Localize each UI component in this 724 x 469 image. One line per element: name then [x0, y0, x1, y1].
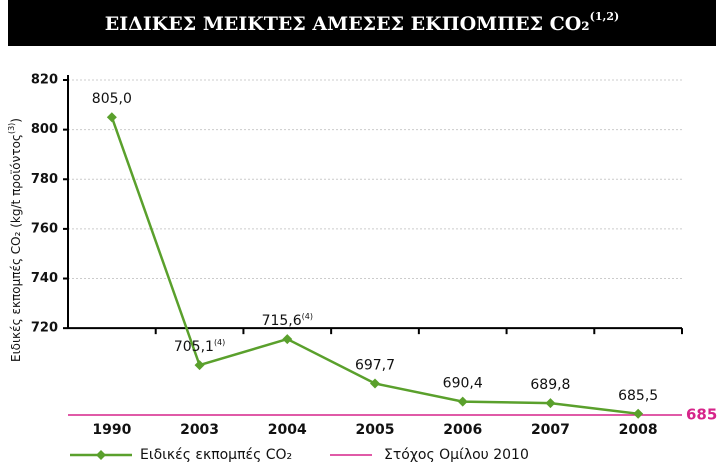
y-tick-label: 820 [31, 73, 58, 88]
y-tick-label: 760 [31, 221, 58, 236]
title-text: ΕΙΔΙΚΕΣ ΜΕΙΚΤΕΣ ΑΜΕΣΕΣ ΕΚΠΟΜΠΕΣ CO₂ [105, 13, 590, 35]
data-label-value: 689,8 [530, 377, 570, 393]
data-label-value: 697,7 [355, 357, 395, 373]
x-tick-label: 2005 [356, 422, 395, 438]
legend-marker [96, 450, 106, 460]
data-label-value: 715,6 [262, 313, 302, 329]
data-label-note: (4) [214, 338, 225, 347]
title-banner [8, 0, 716, 46]
data-label-value: 690,4 [443, 376, 483, 392]
marker [106, 112, 117, 123]
data-label: 705,1(4) [174, 338, 225, 356]
legend-label: Στόχος Ομίλου 2010 [384, 447, 529, 463]
data-label: 690,4 [443, 376, 483, 392]
title-note: (1,2) [590, 10, 620, 23]
x-tick-label: 2008 [619, 422, 658, 438]
y-tick-label: 800 [31, 122, 58, 137]
target-label: 685 [686, 406, 717, 424]
marker [194, 360, 205, 371]
marker [457, 396, 468, 407]
marker [545, 398, 556, 409]
legend-label: Ειδικές εκπομπές CO₂ [140, 447, 292, 463]
y-axis-label: Ειδικές εκπομπές CO₂ (kg/t προϊόντος(3)) [7, 118, 23, 362]
ylabel-end: ) [9, 118, 23, 123]
y-tick-label: 740 [31, 271, 58, 286]
y-tick-label: 720 [31, 321, 58, 336]
data-label-value: 685,5 [618, 388, 658, 404]
data-label-value: 705,1 [174, 339, 214, 355]
marker [282, 334, 293, 345]
x-tick-label: 2003 [180, 422, 219, 438]
marker [370, 378, 380, 389]
data-label: 715,6(4) [262, 312, 313, 330]
chart-title: ΕΙΔΙΚΕΣ ΜΕΙΚΤΕΣ ΑΜΕΣΕΣ ΕΚΠΟΜΠΕΣ CO₂(1,2) [105, 10, 619, 35]
y-tick-label: 780 [31, 172, 58, 187]
data-label: 689,8 [530, 377, 570, 393]
ylabel-note: (3) [7, 123, 16, 134]
data-label-value: 805,0 [92, 91, 132, 107]
data-label-note: (4) [302, 312, 313, 321]
x-tick-label: 2004 [268, 422, 307, 438]
x-tick-label: 2007 [531, 422, 570, 438]
data-label: 805,0 [92, 91, 132, 107]
data-label: 697,7 [355, 357, 395, 373]
ylabel-text: Ειδικές εκπομπές CO₂ (kg/t προϊόντος [9, 134, 23, 362]
marker [633, 408, 644, 419]
data-label: 685,5 [618, 388, 658, 404]
x-tick-label: 1990 [92, 422, 131, 438]
x-tick-label: 2006 [443, 422, 482, 438]
